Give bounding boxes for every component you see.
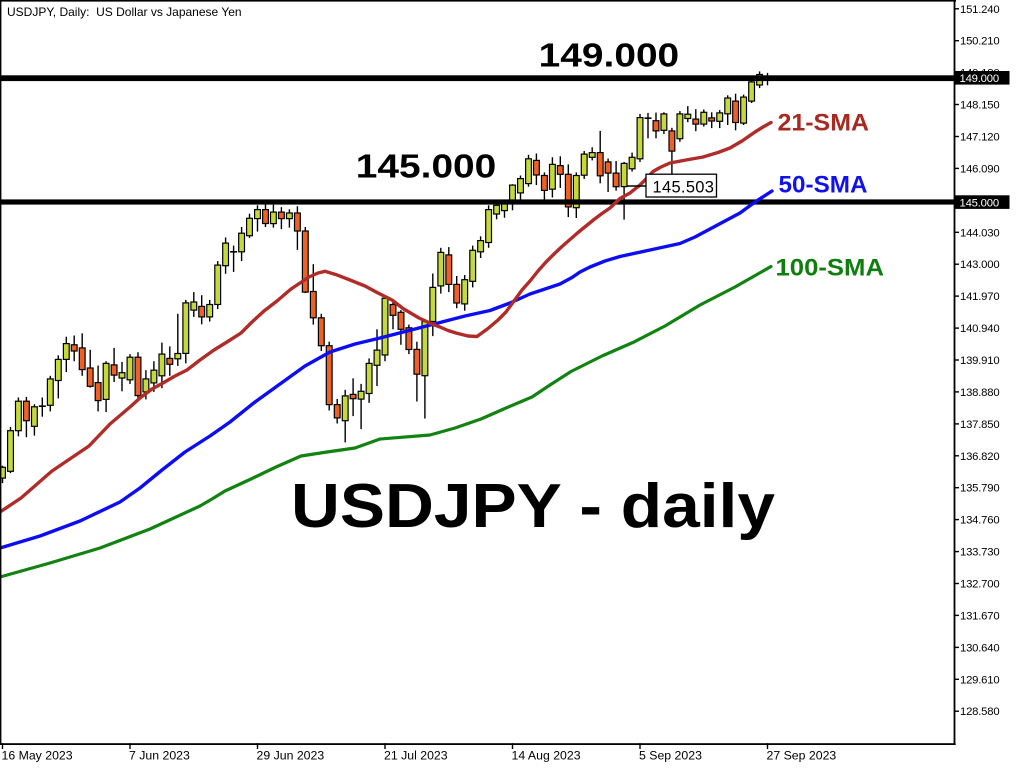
svg-text:143.000: 143.000 — [960, 259, 999, 271]
svg-text:145.000: 145.000 — [960, 197, 999, 209]
svg-text:100-SMA: 100-SMA — [776, 255, 885, 282]
svg-text:27 Sep 2023: 27 Sep 2023 — [767, 749, 837, 763]
svg-text:149.000: 149.000 — [539, 37, 680, 74]
svg-text:145.503: 145.503 — [653, 178, 715, 196]
svg-text:29 Jun 2023: 29 Jun 2023 — [257, 749, 325, 763]
svg-text:145.000: 145.000 — [356, 147, 497, 184]
svg-text:128.580: 128.580 — [960, 706, 999, 718]
svg-text:USDJPY - daily: USDJPY - daily — [291, 471, 775, 541]
svg-text:147.120: 147.120 — [960, 132, 999, 144]
svg-text:136.820: 136.820 — [960, 451, 999, 463]
svg-text:130.640: 130.640 — [960, 642, 999, 654]
svg-text:149.000: 149.000 — [960, 73, 999, 85]
svg-text:133.730: 133.730 — [960, 547, 999, 559]
svg-text:134.760: 134.760 — [960, 515, 999, 527]
svg-text:140.940: 140.940 — [960, 323, 999, 335]
svg-text:50-SMA: 50-SMA — [779, 172, 868, 199]
svg-text:141.970: 141.970 — [960, 291, 999, 303]
svg-text:132.700: 132.700 — [960, 579, 999, 591]
svg-text:5 Sep 2023: 5 Sep 2023 — [639, 749, 702, 763]
svg-text:148.150: 148.150 — [960, 100, 999, 112]
svg-text:21-SMA: 21-SMA — [778, 110, 870, 137]
svg-text:151.240: 151.240 — [960, 4, 999, 16]
svg-text:146.090: 146.090 — [960, 163, 999, 175]
svg-text:144.030: 144.030 — [960, 227, 999, 239]
svg-text:16 May 2023: 16 May 2023 — [2, 749, 73, 763]
svg-text:14 Aug 2023: 14 Aug 2023 — [512, 749, 581, 763]
svg-text:138.880: 138.880 — [960, 387, 999, 399]
svg-text:7 Jun 2023: 7 Jun 2023 — [129, 749, 190, 763]
svg-text:137.850: 137.850 — [960, 419, 999, 431]
svg-text:131.670: 131.670 — [960, 610, 999, 622]
svg-text:150.210: 150.210 — [960, 36, 999, 48]
svg-text:USDJPY, Daily: US Dollar vs J: USDJPY, Daily: US Dollar vs Japanese Yen — [7, 5, 242, 19]
svg-text:135.790: 135.790 — [960, 483, 999, 495]
svg-text:129.610: 129.610 — [960, 674, 999, 686]
svg-text:139.910: 139.910 — [960, 355, 999, 367]
svg-text:21 Jul 2023: 21 Jul 2023 — [384, 749, 448, 763]
